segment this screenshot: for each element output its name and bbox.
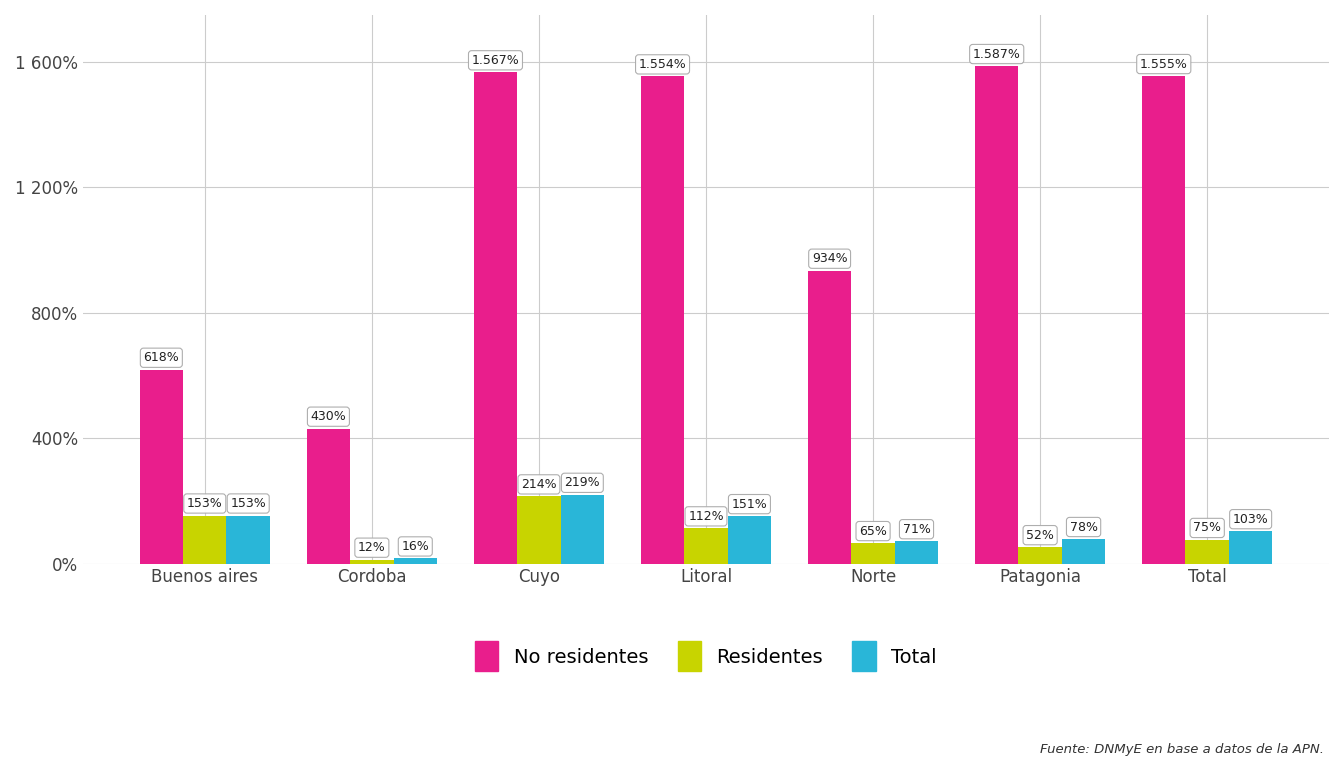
Text: 214%: 214% bbox=[521, 478, 556, 491]
Bar bbox=[1062, 539, 1105, 564]
Text: 153%: 153% bbox=[187, 497, 223, 510]
Bar bbox=[474, 72, 517, 564]
Text: 16%: 16% bbox=[402, 540, 429, 553]
Text: 78%: 78% bbox=[1070, 521, 1098, 534]
Bar bbox=[895, 541, 938, 564]
Bar bbox=[306, 429, 351, 564]
Text: 71%: 71% bbox=[903, 523, 930, 536]
Bar bbox=[808, 271, 851, 564]
Text: 1.567%: 1.567% bbox=[472, 54, 519, 67]
Bar bbox=[183, 515, 227, 564]
Text: 1.555%: 1.555% bbox=[1140, 58, 1188, 71]
Text: 75%: 75% bbox=[1193, 521, 1222, 535]
Bar bbox=[684, 528, 727, 564]
Text: 219%: 219% bbox=[564, 476, 601, 489]
Text: 12%: 12% bbox=[358, 541, 386, 554]
Text: 65%: 65% bbox=[859, 525, 887, 538]
Text: 1.554%: 1.554% bbox=[638, 58, 687, 71]
Bar bbox=[641, 77, 684, 564]
Bar bbox=[351, 560, 394, 564]
Bar bbox=[560, 495, 603, 564]
Bar bbox=[1228, 531, 1273, 564]
Bar bbox=[727, 516, 771, 564]
Bar bbox=[974, 66, 1019, 564]
Legend: No residentes, Residentes, Total: No residentes, Residentes, Total bbox=[468, 634, 945, 679]
Bar bbox=[517, 496, 560, 564]
Bar bbox=[394, 558, 437, 564]
Bar bbox=[227, 515, 270, 564]
Text: 618%: 618% bbox=[144, 351, 179, 364]
Text: 430%: 430% bbox=[310, 410, 347, 423]
Text: 1.587%: 1.587% bbox=[973, 48, 1020, 61]
Text: 52%: 52% bbox=[1027, 528, 1054, 541]
Bar bbox=[1185, 540, 1228, 564]
Bar bbox=[140, 370, 183, 564]
Text: 153%: 153% bbox=[230, 497, 266, 510]
Bar bbox=[1019, 548, 1062, 564]
Text: 151%: 151% bbox=[731, 498, 767, 511]
Text: 112%: 112% bbox=[688, 510, 724, 523]
Bar bbox=[1142, 76, 1185, 564]
Text: 103%: 103% bbox=[1232, 513, 1269, 525]
Text: Fuente: DNMyE en base a datos de la APN.: Fuente: DNMyE en base a datos de la APN. bbox=[1040, 743, 1324, 756]
Text: 934%: 934% bbox=[812, 252, 848, 265]
Bar bbox=[851, 543, 895, 564]
